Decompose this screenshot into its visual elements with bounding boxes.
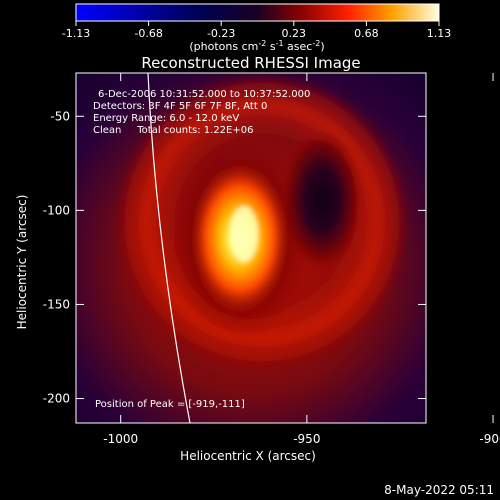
colorbar-tick-label: 0.68 bbox=[354, 27, 379, 40]
annotation-detectors: Detectors: 3F 4F 5F 6F 7F 8F, Att 0 bbox=[93, 101, 267, 112]
colorbar-tick-label: -0.68 bbox=[134, 27, 162, 40]
colorbar-tick-label: 0.23 bbox=[282, 27, 307, 40]
annotation-peak-position: Position of Peak = [-919,-111] bbox=[95, 399, 245, 410]
y-tick-label: -50 bbox=[50, 109, 70, 123]
annotation-time-range: 6-Dec-2006 10:31:52.000 to 10:37:52.000 bbox=[98, 89, 310, 100]
plot-frame bbox=[75, 72, 427, 424]
footer-timestamp: 8-May-2022 05:11 bbox=[384, 483, 494, 497]
x-tick-label: -900 bbox=[479, 432, 500, 446]
colorbar bbox=[75, 3, 440, 22]
x-tick-label: -1000 bbox=[103, 432, 138, 446]
x-tick-label: -950 bbox=[293, 432, 320, 446]
colorbar-tick-label: -1.13 bbox=[62, 27, 90, 40]
y-axis-label: Heliocentric Y (arcsec) bbox=[15, 195, 29, 330]
y-tick-label: -100 bbox=[43, 203, 70, 217]
colorbar-tick-label: -0.23 bbox=[207, 27, 235, 40]
y-axis: -50 -100 -150 -200 bbox=[43, 109, 426, 406]
colorbar-ticks: -1.13 -0.68 -0.23 0.23 0.68 1.13 bbox=[62, 21, 451, 40]
x-axis: -1000-950-900-850 bbox=[103, 73, 500, 446]
y-tick-label: -200 bbox=[43, 392, 70, 406]
heatmap-image bbox=[76, 73, 426, 423]
chart-title: Reconstructed RHESSI Image bbox=[141, 54, 360, 72]
colorbar-tick-label: 1.13 bbox=[427, 27, 452, 40]
x-axis-label: Heliocentric X (arcsec) bbox=[180, 449, 316, 463]
colorbar-unit-label: (photons cm-2 s-1 asec-2) bbox=[189, 39, 324, 53]
solar-limb-line bbox=[147, 73, 191, 423]
annotation-clean-counts: Clean Total counts: 1.22E+06 bbox=[93, 125, 253, 136]
y-tick-label: -150 bbox=[43, 297, 70, 311]
annotation-energy-range: Energy Range: 6.0 - 12.0 keV bbox=[93, 113, 239, 124]
